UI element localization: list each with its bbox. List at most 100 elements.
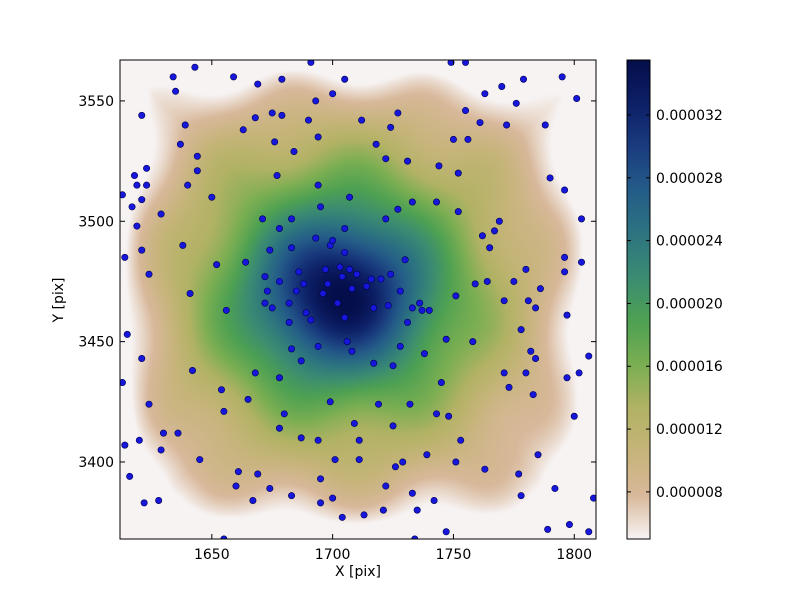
star-point [408,198,416,206]
star-point [362,282,370,290]
star-point [471,280,479,288]
star-point [462,107,470,115]
star-markers [120,60,596,539]
star-point [481,90,489,98]
star-point [372,140,380,148]
star-point [536,285,544,293]
star-point [217,386,225,394]
star-point [121,441,129,449]
star-point [394,205,402,213]
y-tick-label: 3500 [78,214,114,230]
star-point [174,429,182,437]
star-point [469,338,477,346]
x-tick-label: 1650 [194,547,230,563]
star-point [155,496,163,504]
star-point [244,395,252,403]
star-point [399,458,407,466]
star-point [290,147,298,155]
star-point [249,496,257,504]
star-point [532,354,540,362]
colorbar-tick-label: 0.000020 [656,296,723,312]
star-point [464,135,472,143]
star-point [590,494,596,502]
star-point [457,436,465,444]
colorbar-tick-label: 0.000024 [656,234,723,250]
star-point [280,410,288,418]
heatmap-field [120,60,596,539]
star-point [510,277,518,285]
star-point [120,191,126,199]
star-point [462,60,470,66]
star-point [452,292,460,300]
star-point [278,75,286,83]
star-point [408,489,416,497]
star-point [425,306,433,314]
star-point [420,350,428,358]
star-point [348,347,356,355]
star-point [314,133,322,141]
star-point [213,261,221,269]
star-point [437,379,445,387]
star-point [408,304,416,312]
plot-area [119,59,597,540]
star-point [449,135,457,143]
star-point [143,181,151,189]
star-point [232,482,240,490]
x-tick-label: 1750 [436,547,472,563]
star-point [387,270,395,278]
star-point [186,289,194,297]
star-point [191,63,199,71]
star-point [312,234,320,242]
star-point [565,521,573,529]
star-point [413,506,421,514]
star-point [529,391,537,399]
star-point [435,162,443,170]
star-point [193,152,201,160]
star-point [379,506,387,514]
star-point [263,287,271,295]
star-point [336,263,344,271]
star-point [517,326,525,334]
star-point [196,456,204,464]
star-point [307,60,315,66]
star-point [317,499,325,507]
x-axis: 1650 1700 1750 1800 [194,60,592,563]
star-point [242,258,250,266]
star-point [370,359,378,367]
star-point [331,456,339,464]
star-point [495,217,503,225]
star-point [312,97,320,105]
y-axis: 3400 3450 3500 3550 [78,94,596,471]
star-point [500,369,508,377]
star-point [292,287,300,295]
star-point [254,80,262,88]
plot-frame [119,59,597,540]
star-point [288,244,296,252]
star-point [268,304,276,312]
star-point [505,383,513,391]
star-point [423,451,431,459]
star-point [268,109,276,117]
star-point [387,123,395,131]
star-point [230,73,238,81]
colorbar-ticks: 0.000008 0.000012 0.000016 0.000020 0.000024… [627,108,723,501]
star-point [401,256,409,264]
star-point [341,249,349,257]
star-point [476,119,484,127]
star-point [481,465,489,473]
star-point [561,268,569,276]
star-point [275,277,283,285]
star-point [208,193,216,201]
y-tick-label: 3450 [78,335,114,351]
star-point [454,169,462,177]
star-point [353,270,361,278]
star-point [138,111,146,119]
star-point [404,318,412,326]
star-point [551,484,559,492]
colorbar-frame [626,59,651,540]
star-point [348,285,356,293]
star-point [498,82,506,90]
star-point [522,265,530,273]
star-point [341,224,349,232]
star-point [138,246,146,254]
